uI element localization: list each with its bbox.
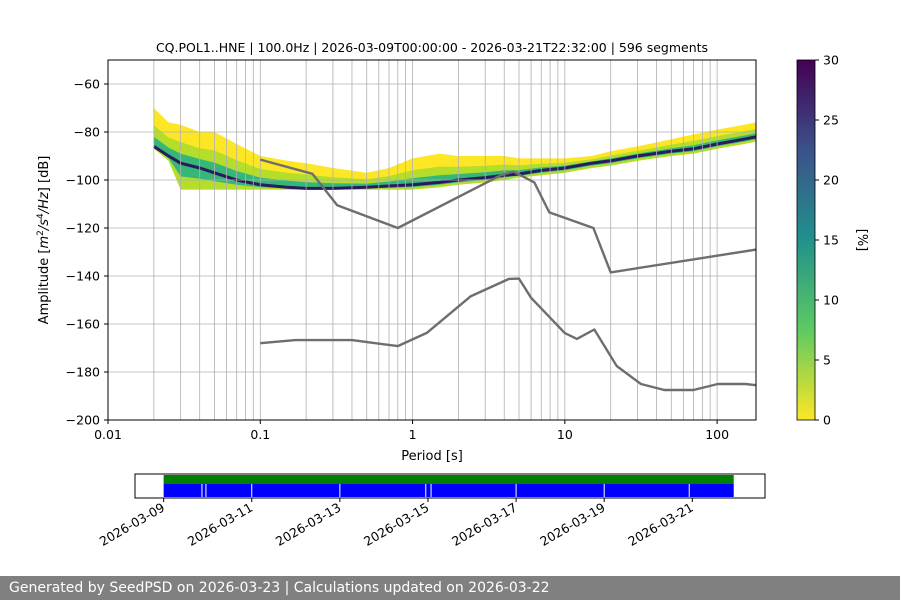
x-axis-ticks: 0.01 0.1 1 10 100 <box>94 420 729 442</box>
high-noise-model-line <box>259 158 756 274</box>
y-tick-label: −140 <box>66 269 100 284</box>
x-tick-label: 100 <box>705 427 729 442</box>
plot-background <box>108 60 756 420</box>
y-axis-ticks: −60 −80 −100 −120 −140 −160 −180 −200 <box>66 77 108 428</box>
x-tick-label: 10 <box>557 427 573 442</box>
y-tick-label: −200 <box>66 413 100 428</box>
psd-band-outer <box>153 108 756 190</box>
availability-tick-label: 2026-03-11 <box>185 500 255 549</box>
colorbar-tick-label: 20 <box>823 173 839 188</box>
y-tick-label: −80 <box>74 125 100 140</box>
colorbar-tick-label: 30 <box>823 53 839 68</box>
y-tick-label: −180 <box>66 365 100 380</box>
x-tick-label: 0.1 <box>250 427 270 442</box>
colorbar-tick-label: 0 <box>823 413 831 428</box>
y-tick-label: −160 <box>66 317 100 332</box>
colorbar-ticks: 0 5 10 15 20 25 30 <box>815 53 839 428</box>
availability-tick-label: 2026-03-13 <box>273 500 343 549</box>
colorbar-tick-label: 15 <box>823 233 839 248</box>
x-tick-label: 0.01 <box>94 427 122 442</box>
noise-model-curves <box>259 158 756 392</box>
grid-lines <box>108 60 756 421</box>
availability-tick-label: 2026-03-15 <box>361 500 431 549</box>
availability-bar <box>134 473 766 499</box>
availability-data-strip <box>163 484 734 497</box>
y-tick-label: −120 <box>66 221 100 236</box>
colorbar <box>796 59 816 421</box>
availability-tick-label: 2026-03-21 <box>625 500 695 549</box>
x-tick-label: 1 <box>409 427 417 442</box>
x-axis-label: Period [s] <box>401 449 463 464</box>
plot-frame <box>107 59 757 421</box>
psd-density-band <box>152 108 756 190</box>
availability-tick-label: 2026-03-17 <box>449 500 519 549</box>
colorbar-tick-label: 5 <box>823 353 831 368</box>
low-noise-model-line <box>260 277 756 392</box>
psd-band-median <box>152 135 756 190</box>
colorbar-tick-label: 25 <box>823 113 839 128</box>
colorbar-tick-label: 10 <box>823 293 839 308</box>
y-tick-label: −60 <box>74 77 100 92</box>
availability-tick-label: 2026-03-09 <box>97 500 167 549</box>
y-tick-label: −100 <box>66 173 100 188</box>
colorbar-label: [%] <box>854 229 869 252</box>
footer: Generated by SeedPSD on 2026-03-23 | Cal… <box>0 576 900 600</box>
chart-title: CQ.POL1..HNE | 100.0Hz | 2026-03-09T00:0… <box>156 40 708 55</box>
availability-date-ticks: 2026-03-09 2026-03-11 2026-03-13 2026-03-15… <box>97 498 696 549</box>
availability-coverage-strip <box>163 475 734 484</box>
availability-tick-label: 2026-03-19 <box>537 500 607 549</box>
psd-band-inner <box>153 133 756 189</box>
y-axis-label: Amplitude [m2/s4/Hz] [dB] <box>36 156 52 325</box>
